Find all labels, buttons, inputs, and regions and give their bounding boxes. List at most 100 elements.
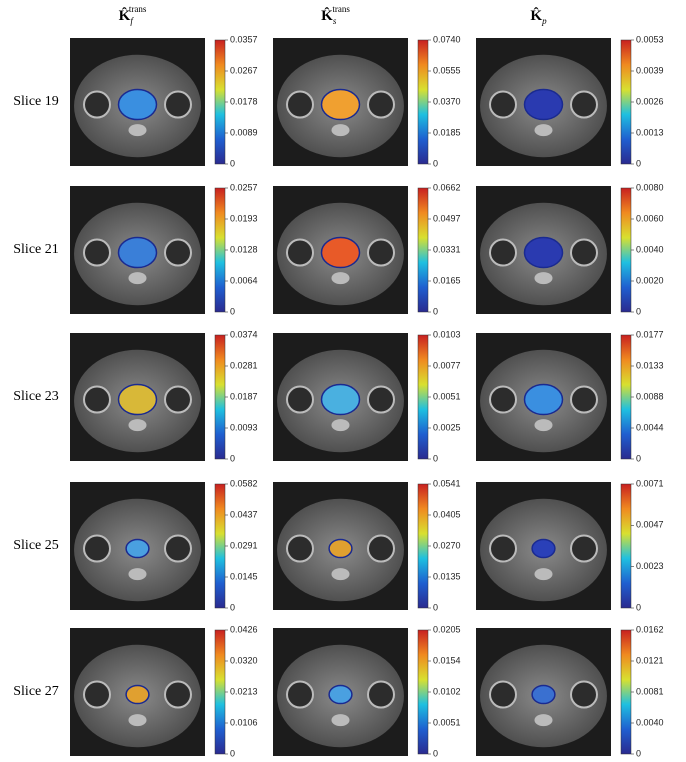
header-subscript: s	[333, 16, 337, 26]
femoral-head	[83, 238, 111, 267]
prostate-map	[117, 383, 158, 416]
femoral-head	[489, 238, 517, 267]
header-superscript: trans	[129, 4, 147, 14]
colorbar	[417, 629, 429, 755]
colorbar-tick-label: 0.0013	[636, 127, 664, 137]
header-symbol: K̂	[119, 7, 131, 24]
colorbar-tick-label: 0.0020	[636, 275, 664, 285]
femoral-head	[570, 238, 598, 267]
femoral-head	[164, 534, 192, 563]
colorbar-tick-label: 0.0291	[230, 540, 258, 550]
header-superscript: trans	[332, 4, 350, 14]
colorbar-tick-label: 0	[433, 602, 438, 612]
femoral-head	[570, 90, 598, 119]
header-symbol: K̂	[530, 7, 542, 24]
colorbar-tick-label: 0.0374	[230, 329, 258, 339]
rectum	[331, 419, 350, 432]
colorbar-tick-label: 0.0026	[636, 96, 664, 106]
colorbar-tick-label: 0.0541	[433, 478, 461, 488]
colorbar	[620, 334, 632, 460]
prostate-map	[125, 684, 150, 705]
colorbar-tick-label: 0.0044	[636, 422, 664, 432]
mri-image	[273, 628, 408, 756]
mri-image	[476, 186, 611, 314]
colorbar-tick-label: 0.0047	[636, 520, 664, 530]
colorbar-tick-label: 0.0135	[433, 571, 461, 581]
colorbar	[417, 483, 429, 609]
colorbar-tick-label: 0.0193	[230, 213, 258, 223]
femoral-head	[286, 680, 314, 709]
colorbar-tick-label: 0	[230, 306, 235, 316]
colorbar-tick-label: 0	[433, 158, 438, 168]
colorbar-tick-label: 0.0077	[433, 360, 461, 370]
colorbar-tick-label: 0.0040	[636, 717, 664, 727]
column-header: K̂s trans	[321, 4, 350, 26]
prostate-map	[320, 236, 361, 269]
femoral-head	[367, 238, 395, 267]
mri-image	[273, 38, 408, 166]
colorbar-tick-label: 0.0064	[230, 275, 258, 285]
rectum	[331, 124, 350, 137]
colorbar-tick-label: 0.0582	[230, 478, 258, 488]
header-subscript: p	[541, 16, 547, 26]
femoral-head	[367, 385, 395, 414]
colorbar-tick-label: 0.0060	[636, 213, 664, 223]
colorbar-tick-label: 0.0040	[636, 244, 664, 254]
colorbar-tick-label: 0	[230, 453, 235, 463]
mri-image	[476, 38, 611, 166]
colorbar-tick-label: 0.0357	[230, 34, 258, 44]
colorbar-tick-label: 0.0405	[433, 509, 461, 519]
femoral-head	[164, 238, 192, 267]
rectum	[331, 568, 350, 581]
colorbar-tick-label: 0.0080	[636, 182, 664, 192]
colorbar	[620, 39, 632, 165]
mri-image	[476, 482, 611, 610]
colorbar-tick-label: 0	[433, 306, 438, 316]
colorbar-tick-label: 0.0089	[230, 127, 258, 137]
colorbar-tick-label: 0.0093	[230, 422, 258, 432]
mri-image	[273, 186, 408, 314]
header-symbol: K̂	[321, 7, 333, 24]
mri-image	[70, 482, 205, 610]
colorbar-tick-label: 0.0023	[636, 561, 664, 571]
femoral-head	[489, 90, 517, 119]
rectum	[331, 272, 350, 285]
femoral-head	[489, 385, 517, 414]
femoral-head	[367, 90, 395, 119]
colorbar-tick-label: 0.0257	[230, 182, 258, 192]
prostate-map	[320, 383, 361, 416]
colorbar	[620, 629, 632, 755]
colorbar-tick-label: 0.0320	[230, 655, 258, 665]
prostate-map	[523, 383, 564, 416]
colorbar	[417, 39, 429, 165]
colorbar-tick-label: 0.0145	[230, 571, 258, 581]
femoral-head	[489, 534, 517, 563]
femoral-head	[286, 238, 314, 267]
colorbar-tick-label: 0	[230, 748, 235, 758]
colorbar-tick-label: 0	[230, 602, 235, 612]
colorbar-tick-label: 0	[636, 158, 641, 168]
femoral-head	[83, 680, 111, 709]
rectum	[128, 714, 147, 727]
mri-image	[476, 628, 611, 756]
femoral-head	[489, 680, 517, 709]
colorbar	[214, 483, 226, 609]
colorbar-tick-label: 0.0281	[230, 360, 258, 370]
colorbar-tick-label: 0.0270	[433, 540, 461, 550]
prostate-map	[328, 684, 353, 705]
row-label: Slice 27	[13, 684, 59, 699]
colorbar-tick-label: 0	[636, 602, 641, 612]
colorbar-tick-label: 0	[636, 306, 641, 316]
femoral-head	[570, 680, 598, 709]
femoral-head	[164, 385, 192, 414]
prostate-map	[117, 236, 158, 269]
rectum	[534, 714, 553, 727]
femoral-head	[83, 90, 111, 119]
prostate-map	[523, 88, 564, 121]
femoral-head	[367, 680, 395, 709]
colorbar	[214, 334, 226, 460]
mri-image	[70, 333, 205, 461]
colorbar-tick-label: 0.0051	[433, 717, 461, 727]
rectum	[331, 714, 350, 727]
